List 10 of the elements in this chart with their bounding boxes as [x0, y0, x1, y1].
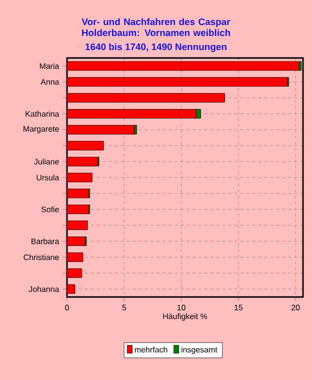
bar	[67, 204, 89, 214]
bar	[196, 109, 201, 118]
bar	[67, 125, 135, 134]
chart-subtitle: 1640 bis 1740, 1490 Nennungen	[86, 43, 226, 52]
bar	[67, 140, 104, 150]
bar	[67, 236, 86, 246]
bar	[67, 77, 288, 87]
bar	[67, 93, 225, 103]
chart-title: Vor- und Nachfahren des Caspar Holderbaum: Vornamen weiblich	[82, 18, 230, 36]
bar	[67, 109, 196, 118]
